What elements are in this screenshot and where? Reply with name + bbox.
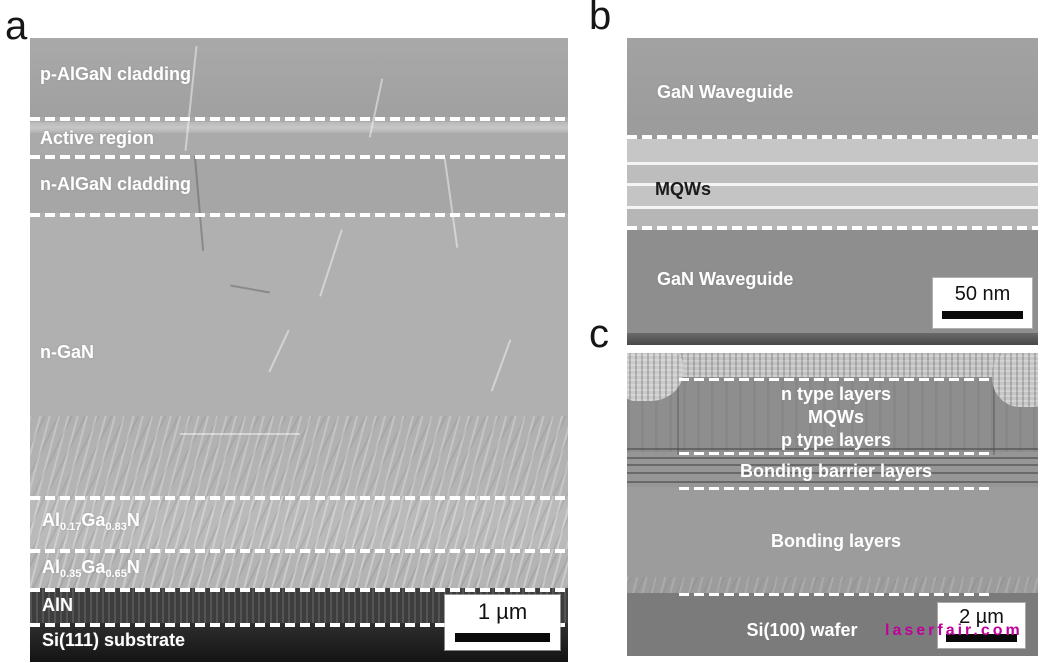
dashed-line [30,623,568,627]
mqw-white-line [627,183,1038,186]
label-bonding-barrier-layers: Bonding barrier layers [739,461,933,481]
dashed-line [30,588,568,592]
dashed-line [627,226,1038,230]
layer-active-region [30,117,568,155]
label-mqws: MQWs [655,179,711,199]
dashed-line [30,496,568,500]
layer-label-algan-017: Al0.17Ga0.83N [42,510,140,533]
dashed-line [30,117,568,121]
scale-bar-b: 50 nm [933,278,1032,328]
mqw-band [627,186,1038,206]
label-gan-waveguide-top: GaN Waveguide [657,82,794,102]
label-p-type-layers: p type layers [780,430,892,450]
layer-algan-017 [30,496,568,549]
mqw-white-line [627,162,1038,165]
panel-c-tag: c [589,312,609,356]
scale-bar-a: 1 µm [445,595,560,650]
n-gan-mottled-zone [30,416,568,496]
layer-p-algan-cladding [30,38,568,117]
barrier-stripe [627,464,1038,466]
mqw-band [627,165,1038,183]
layer-gan-waveguide-top [627,38,1038,139]
mesa-edge-line [677,377,679,455]
scale-bar-c-label: 2 µm [959,606,1004,628]
layer-n-algan-cladding [30,155,568,213]
layer-label-algan-035: Al0.35Ga0.65N [42,557,140,580]
scale-bar-a-label: 1 µm [477,599,528,624]
scale-bar-b-line [941,311,1024,319]
label-mqws-c: MQWs [808,407,864,427]
panel-b-bottom-edge [627,333,1038,345]
mqw-white-line [627,206,1038,209]
surface-bump-right [992,353,1038,407]
dashed-line [30,213,568,217]
watermark: laserfair.com [885,622,1023,639]
label-bonding-layers: Bonding layers [770,531,902,551]
scale-bar-c-line [945,634,1018,642]
dashed-line [679,452,993,455]
panel-a-tag: a [5,4,28,48]
bonding-interface-texture [627,577,1038,593]
barrier-stripe [627,481,1038,483]
scale-bar-b-label: 50 nm [954,283,1011,305]
panel-a-sem-image: p-AlGaN cladding Active region n-AlGaN c… [30,38,568,662]
layer-label-p-algan-cladding: p-AlGaN cladding [40,64,192,84]
layer-n-gan [30,213,568,496]
scale-bar-c: 2 µm [938,603,1025,648]
label-n-type-layers: n type layers [780,384,892,404]
defect-scratch [180,433,300,435]
label-si100-wafer: Si(100) wafer [746,620,858,640]
surface-bump-left [627,353,683,401]
mqw-band [627,209,1038,230]
barrier-stripe [627,457,1038,459]
dashed-line [30,549,568,553]
dashed-line [627,135,1038,139]
scale-bar-a-line [455,633,550,642]
dashed-line [679,487,993,490]
dashed-line [679,378,993,381]
layer-label-aln: AlN [42,595,73,615]
layer-algan-035 [30,549,568,588]
dashed-line [30,155,568,159]
layer-label-n-algan-cladding: n-AlGaN cladding [40,174,192,194]
layer-label-active-region: Active region [40,128,155,148]
layer-bonding [627,487,1038,593]
layer-label-n-gan: n-GaN [40,342,94,362]
panel-b-sem-image: GaN Waveguide MQWs GaN Waveguide 50 nm [627,38,1038,345]
panel-b-tag: b [589,0,612,38]
label-gan-waveguide-bottom: GaN Waveguide [657,269,794,289]
barrier-stripe [627,472,1038,474]
rough-surface-crust [627,353,1038,377]
mqw-band [627,139,1038,162]
dashed-line [679,593,993,596]
layer-label-si111-substrate: Si(111) substrate [42,630,186,650]
active-region-bright-band [30,122,568,133]
barrier-stripe [627,448,1038,450]
panel-c-sem-image: n type layers MQWs p type layers Bonding… [627,353,1038,656]
mesa-edge-line [993,377,995,455]
